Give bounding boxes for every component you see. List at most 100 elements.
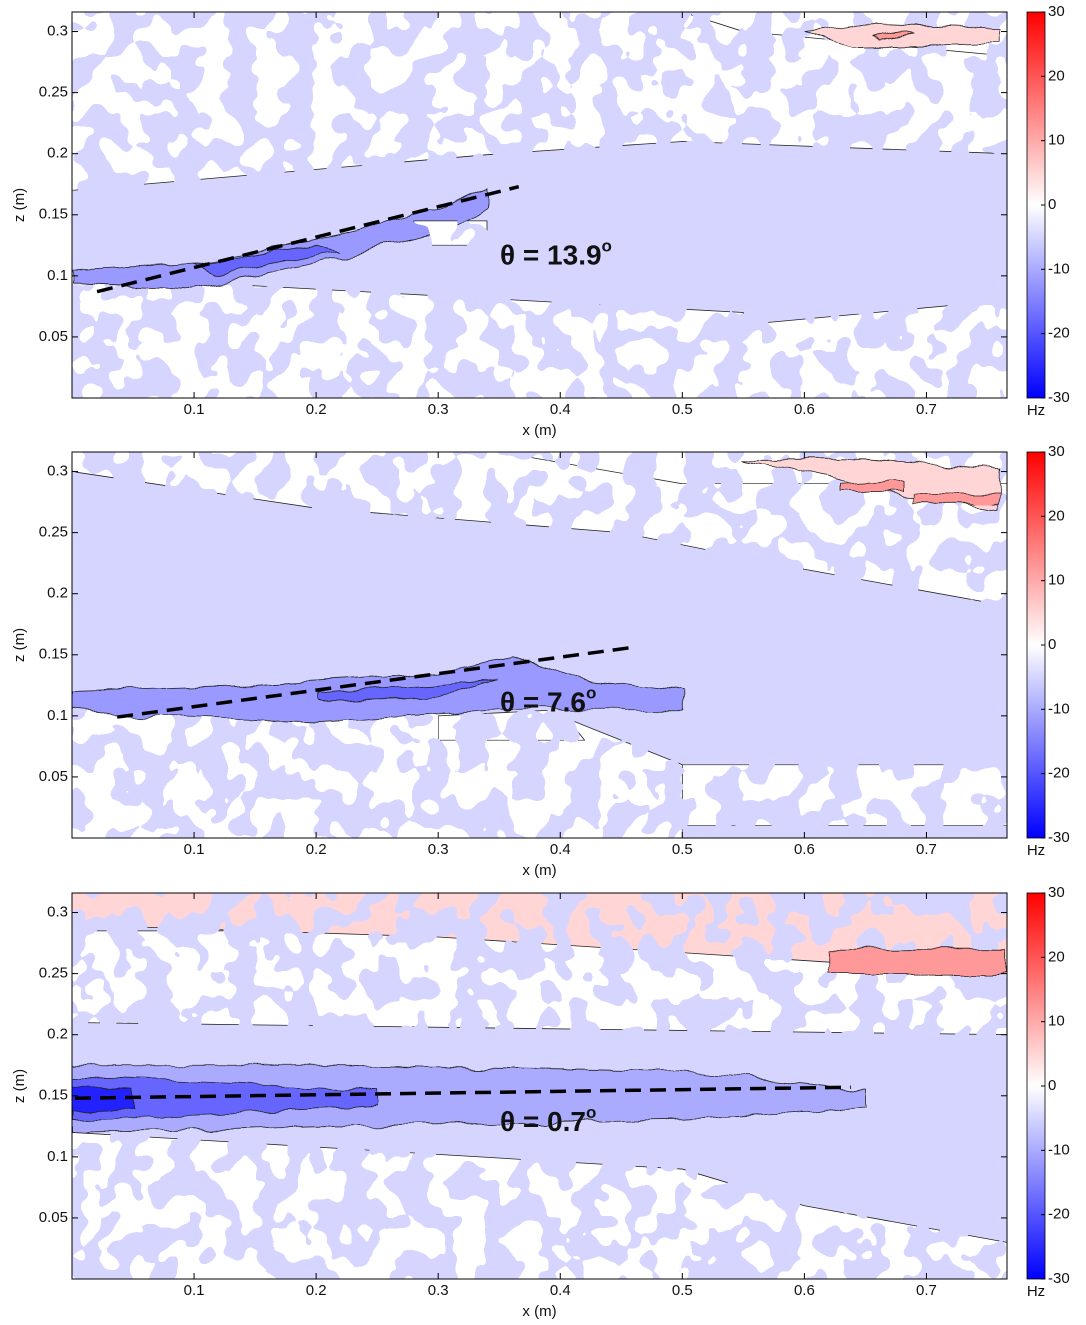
contour-region (72, 1064, 866, 1133)
fit-line (116, 645, 633, 719)
x-tick-label: 0.1 (184, 1282, 205, 1299)
plot-area (72, 452, 1007, 838)
colorbar-label: Hz (1027, 1283, 1045, 1300)
colorbar-tick-label: 0 (1048, 196, 1056, 213)
x-tick-label: 0.5 (672, 1282, 693, 1299)
contour-region (437, 709, 586, 741)
x-tick-label: 0.4 (550, 841, 571, 858)
colorbar-tick-label: -20 (1048, 765, 1070, 782)
x-axis-label: x (m) (522, 1303, 556, 1320)
y-axis-label: z (m) (11, 1069, 28, 1103)
x-tick-label: 0.2 (306, 1282, 327, 1299)
x-tick-label: 0.2 (306, 841, 327, 858)
colorbar-tick-label: 10 (1048, 132, 1065, 149)
colorbar-tick-label: 10 (1048, 1013, 1065, 1030)
x-tick-label: 0.3 (428, 401, 449, 418)
y-tick-label: 0.1 (47, 707, 68, 724)
y-tick-label: 0.25 (39, 965, 68, 982)
x-tick-label: 0.4 (550, 1282, 571, 1299)
y-tick-label: 0.3 (47, 23, 68, 40)
y-tick-label: 0.1 (47, 1148, 68, 1165)
colorbar-tick-label: 30 (1048, 884, 1065, 901)
contour-region (840, 479, 903, 492)
y-tick-label: 0.3 (47, 463, 68, 480)
contour-region (315, 678, 500, 702)
y-tick-label: 0.2 (47, 585, 68, 602)
y-axis-label: z (m) (11, 188, 28, 222)
fit-line (96, 184, 520, 294)
annotation-superscript: o (602, 237, 612, 256)
x-axis-label: x (m) (522, 422, 556, 439)
plot-frame (71, 892, 1008, 1280)
x-tick-label: 0.3 (428, 1282, 449, 1299)
colorbar-tick-label: -30 (1048, 1270, 1070, 1287)
colorbar-tick-label: 30 (1048, 3, 1065, 20)
colorbar-tick-label: -10 (1048, 1141, 1070, 1158)
y-tick-label: 0.15 (39, 1087, 68, 1104)
annotation-text: θ = 13.9 (500, 240, 602, 271)
colorbar-tick-label: 0 (1048, 1077, 1056, 1094)
x-tick-label: 0.5 (672, 841, 693, 858)
colorbar-tick-label: 0 (1048, 636, 1056, 653)
y-tick-label: 0.15 (39, 646, 68, 663)
x-tick-label: 0.7 (916, 841, 937, 858)
y-tick-label: 0.1 (47, 267, 68, 284)
contour-region (72, 1132, 1007, 1279)
colorbar-tick-label: 20 (1048, 67, 1065, 84)
contour-region (413, 220, 488, 246)
colorbar-tick-label: -30 (1048, 829, 1070, 846)
y-tick-label: 0.25 (39, 84, 68, 101)
annotation: θ = 13.9o (500, 237, 612, 271)
contour-region (72, 12, 1007, 191)
plot-area (72, 893, 1007, 1279)
annotation-superscript: o (586, 1104, 596, 1123)
colorbar-tick-label: -20 (1048, 325, 1070, 342)
y-tick-label: 0.3 (47, 904, 68, 921)
contour-region (72, 1077, 378, 1121)
annotation-text: θ = 0.7 (500, 1107, 586, 1138)
colorbar-label: Hz (1027, 402, 1045, 419)
contour-region (72, 452, 1007, 607)
annotation-text: θ = 7.6 (500, 687, 586, 718)
contour-region (72, 275, 1007, 398)
colorbar-tick-label: -10 (1048, 260, 1070, 277)
x-tick-label: 0.1 (184, 841, 205, 858)
x-tick-label: 0.4 (550, 401, 571, 418)
y-tick-label: 0.05 (39, 328, 68, 345)
contour-region (828, 948, 1007, 975)
annotation-superscript: o (586, 684, 596, 703)
y-tick-label: 0.25 (39, 524, 68, 541)
x-tick-label: 0.7 (916, 1282, 937, 1299)
colorbar-tick-label: 20 (1048, 507, 1065, 524)
x-tick-label: 0.6 (794, 1282, 815, 1299)
annotation: θ = 0.7o (500, 1104, 596, 1138)
contour-region (72, 893, 1007, 975)
x-tick-label: 0.5 (672, 401, 693, 418)
fit-line (75, 1085, 851, 1100)
colorbar-tick-label: -20 (1048, 1206, 1070, 1223)
x-tick-label: 0.3 (428, 841, 449, 858)
colorbar-label: Hz (1027, 842, 1045, 859)
y-tick-label: 0.2 (47, 145, 68, 162)
contour-region (192, 244, 341, 274)
colorbar-tick-label: 10 (1048, 572, 1065, 589)
plot-area (72, 12, 1007, 398)
plot-frame (71, 11, 1008, 399)
y-tick-label: 0.2 (47, 1026, 68, 1043)
x-tick-label: 0.6 (794, 401, 815, 418)
y-tick-label: 0.15 (39, 206, 68, 223)
contour-region (913, 493, 1001, 504)
x-axis-label: x (m) (522, 862, 556, 879)
x-tick-label: 0.1 (184, 401, 205, 418)
y-axis-label: z (m) (11, 628, 28, 662)
contour-region (681, 764, 1007, 827)
y-tick-label: 0.05 (39, 1209, 68, 1226)
colorbar-tick-label: 30 (1048, 443, 1065, 460)
plot-frame (71, 451, 1008, 839)
x-tick-label: 0.2 (306, 401, 327, 418)
colorbar-tick-label: 20 (1048, 948, 1065, 965)
annotation: θ = 7.6o (500, 684, 596, 718)
y-tick-label: 0.05 (39, 768, 68, 785)
